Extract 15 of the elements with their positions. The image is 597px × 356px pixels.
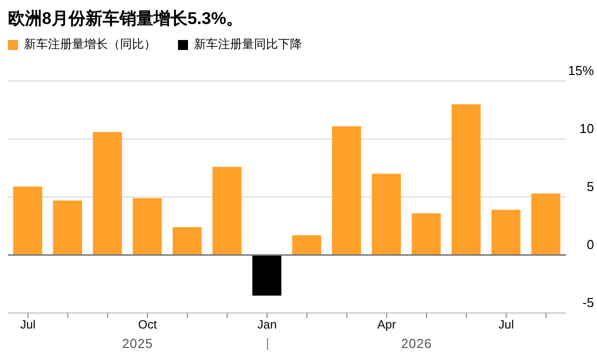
chart-title: 欧洲8月份新车销量增长5.3%。	[8, 8, 244, 30]
y-tick-label: 5	[586, 179, 594, 194]
legend-label: 新车注册量同比下降	[194, 36, 302, 53]
x-tick-label: Jul	[20, 318, 36, 332]
legend-label: 新车注册量增长（同比）	[24, 36, 156, 53]
y-tick-label: 0	[586, 237, 594, 252]
text: 2026	[400, 336, 433, 351]
y-tick-label: -5	[582, 295, 594, 310]
text: 2025	[121, 336, 154, 351]
y-tick-label: 15%	[568, 63, 594, 78]
x-tick-label: Apr	[377, 318, 396, 332]
y-tick-label: 10	[580, 121, 594, 136]
x-tick-label: Jul	[498, 318, 514, 332]
x-tick-label: Jan	[257, 318, 277, 332]
x-tick-label: Oct	[138, 318, 158, 332]
